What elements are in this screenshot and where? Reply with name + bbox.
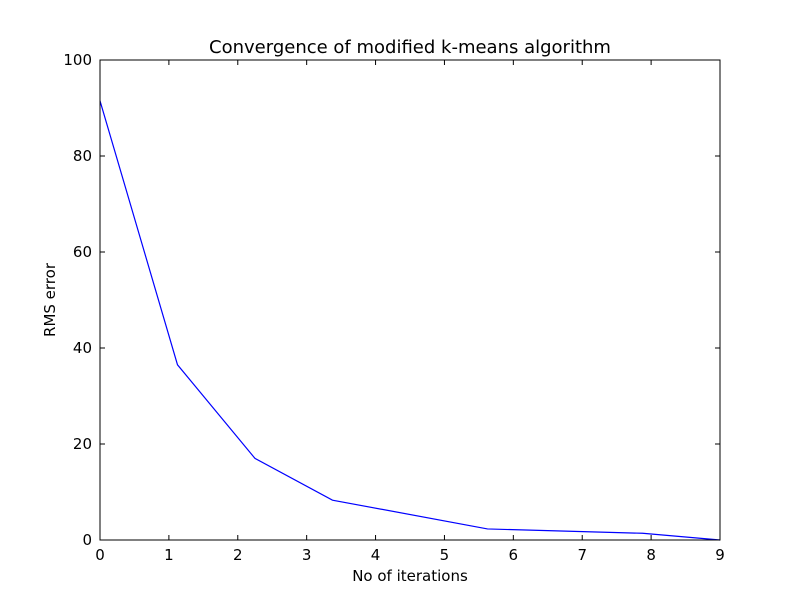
series-group xyxy=(99,100,721,541)
x-axis-label: No of iterations xyxy=(352,567,468,585)
x-tick-label: 3 xyxy=(302,546,312,564)
chart-title: Convergence of modified k-means algorith… xyxy=(209,37,611,58)
y-tick-label: 40 xyxy=(73,339,92,357)
x-tick-label: 7 xyxy=(577,546,587,564)
x-tick-label: 0 xyxy=(95,546,105,564)
x-tick-label: 6 xyxy=(509,546,519,564)
y-tick-label: 80 xyxy=(73,147,92,165)
y-axis-label: RMS error xyxy=(41,262,59,337)
y-tick-label: 20 xyxy=(73,435,92,453)
x-tick-label: 5 xyxy=(440,546,450,564)
x-tick-label: 4 xyxy=(371,546,381,564)
y-tick-label: 0 xyxy=(82,531,92,549)
series-line xyxy=(99,100,721,541)
plot-frame xyxy=(99,59,721,541)
y-tick-label: 60 xyxy=(73,243,92,261)
x-tick-label: 8 xyxy=(646,546,656,564)
x-tick-label: 9 xyxy=(715,546,725,564)
x-tick-label: 1 xyxy=(164,546,174,564)
x-tick-label: 2 xyxy=(233,546,243,564)
y-tick-label: 100 xyxy=(63,51,92,69)
